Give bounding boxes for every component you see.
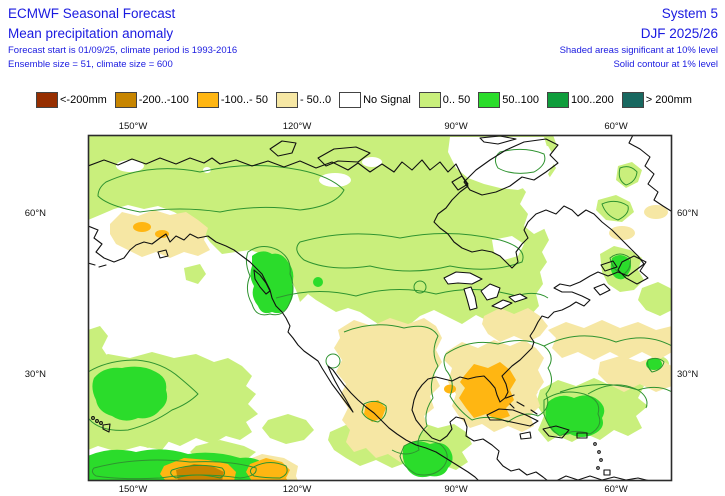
legend-item-neg-50-0: - 50..0 xyxy=(275,92,332,108)
axis-label-lon: 120°W xyxy=(283,121,312,132)
legend-label: No Signal xyxy=(363,94,411,106)
legend-item-neg-200-100: -200..-100 xyxy=(114,92,189,108)
axis-label-lon: 60°W xyxy=(604,121,627,132)
legend-item-below-200: <-200mm xyxy=(36,92,107,108)
coastlines xyxy=(89,136,671,480)
legend-item-pos-0-50: 0.. 50 xyxy=(418,92,471,108)
axis-label-lon: 150°W xyxy=(119,484,148,495)
legend-swatch-pos-50-100-icon xyxy=(478,92,501,108)
legend-item-no-signal: No Signal xyxy=(339,92,411,108)
axis-label-lat: 30°N xyxy=(25,369,46,380)
axis-label-lon: 90°W xyxy=(444,484,467,495)
legend-label: > 200mm xyxy=(645,94,692,106)
legend-item-pos-100-200: 100..200 xyxy=(546,92,614,108)
page-title: ECMWF Seasonal Forecast xyxy=(8,6,176,21)
forecast-start-note: Forecast start is 01/09/25, climate peri… xyxy=(8,45,238,56)
legend-label: 0.. 50 xyxy=(442,94,471,106)
contour-note: Solid contour at 1% level xyxy=(613,59,718,70)
map-frame xyxy=(87,134,673,482)
legend-swatch-no-signal-icon xyxy=(339,92,362,108)
legend-label: <-200mm xyxy=(60,94,107,106)
legend-label: 50..100 xyxy=(502,94,539,106)
legend-swatch-pos-100-200-icon xyxy=(546,92,569,108)
header-row-2: Mean precipitation anomaly DJF 2025/26 xyxy=(8,26,718,41)
axis-label-lat: 60°N xyxy=(677,208,698,219)
axis-label-lon: 90°W xyxy=(444,121,467,132)
significance-note: Shaded areas significant at 10% level xyxy=(559,45,718,56)
header-row-1: ECMWF Seasonal Forecast System 5 xyxy=(8,6,718,21)
legend-swatch-neg-200-100-icon xyxy=(114,92,137,108)
legend-label: -100..- 50 xyxy=(220,94,268,106)
ensemble-size-note: Ensemble size = 51, climate size = 600 xyxy=(8,59,173,70)
legend-swatch-below-200-icon xyxy=(36,92,58,108)
variable-title: Mean precipitation anomaly xyxy=(8,26,174,41)
legend-item-above-200: > 200mm xyxy=(621,92,692,108)
header-row-4: Ensemble size = 51, climate size = 600 S… xyxy=(8,59,718,70)
legend-label: 100..200 xyxy=(570,94,614,106)
legend-item-pos-50-100: 50..100 xyxy=(478,92,539,108)
legend-item-neg-100-50: -100..- 50 xyxy=(196,92,268,108)
legend-label: -200..-100 xyxy=(138,94,189,106)
legend-swatch-above-200-icon xyxy=(621,92,644,108)
axis-label-lon: 150°W xyxy=(119,121,148,132)
axis-label-lon: 120°W xyxy=(283,484,312,495)
axis-label-lon: 60°W xyxy=(604,484,627,495)
legend-swatch-pos-0-50-icon xyxy=(418,92,441,108)
system-label: System 5 xyxy=(661,6,718,21)
header-row-3: Forecast start is 01/09/25, climate peri… xyxy=(8,45,718,56)
legend-swatch-neg-100-50-icon xyxy=(196,92,219,108)
legend-label: - 50..0 xyxy=(299,94,332,106)
shading-no-signal xyxy=(116,137,556,260)
axis-label-lat: 30°N xyxy=(677,369,698,380)
axis-label-lat: 60°N xyxy=(25,208,46,219)
significance-contours xyxy=(89,148,671,480)
color-legend: <-200mm -200..-100 -100..- 50 - 50..0 No… xyxy=(36,92,692,108)
axis-labels: 150°W 120°W 90°W 60°W 150°W 120°W 90°W 6… xyxy=(25,121,699,495)
legend-swatch-neg-50-0-icon xyxy=(275,92,298,108)
season-label: DJF 2025/26 xyxy=(640,26,718,41)
